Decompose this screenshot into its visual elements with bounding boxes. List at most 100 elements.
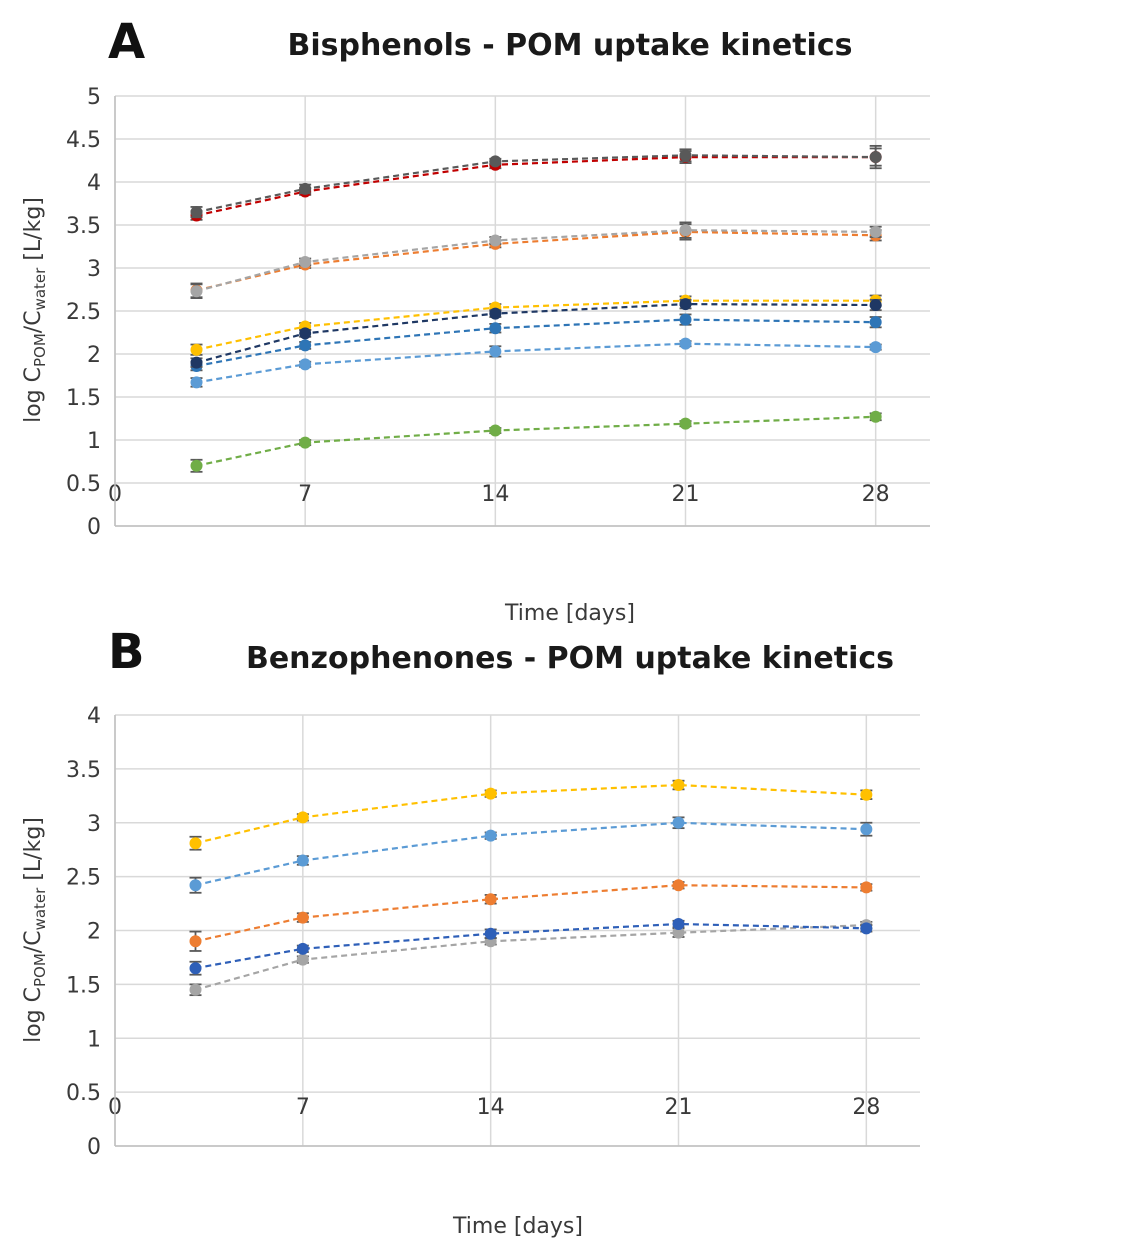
panel-b-series-line: [195, 922, 867, 970]
panel-b-series-line: [195, 924, 867, 991]
panel-b-y-tick-label: 3: [87, 812, 101, 837]
panel-b-data-point: [672, 918, 685, 931]
panel-b-data-point: [484, 787, 497, 800]
panel-b-data-point: [296, 942, 309, 955]
panel-b-data-point: [672, 779, 685, 792]
panel-a-title: Bisphenols - POM uptake kinetics: [288, 28, 853, 63]
panel-a-data-point: [489, 424, 502, 437]
panel-a-data-point: [489, 345, 502, 358]
panel-b-data-point: [296, 854, 309, 867]
panel-a-x-axis-label: Time [days]: [504, 601, 635, 626]
panel-a-y-tick-label: 0.5: [66, 472, 101, 497]
panel-b-data-point: [296, 953, 309, 966]
panel-a-y-tick-label: 2: [87, 343, 101, 368]
panel-a-data-point: [190, 206, 203, 219]
panel-a-series-bpa: [190, 313, 882, 373]
panel-a-data-point: [869, 225, 882, 238]
panel-b-series-line: [195, 783, 867, 845]
panel-a-data-point: [299, 255, 312, 268]
panel-b-y-tick-label: 1.5: [66, 973, 101, 998]
panel-a-plot-area: 00.511.522.533.544.550 7 14 21 28: [66, 85, 930, 540]
panel-a-data-point: [489, 234, 502, 247]
panel-b-letter: B: [108, 624, 145, 680]
panel-b-series-bzp-8: [189, 816, 873, 894]
panel-a-y-tick-label: 1.5: [66, 386, 101, 411]
panel-a-data-point: [869, 151, 882, 164]
panel-a-y-tick-label: 5: [87, 85, 101, 110]
panel-a-data-point: [190, 356, 203, 369]
panel-a-data-point: [679, 298, 692, 311]
panel-a-data-point: [679, 313, 692, 326]
panel-b: B Benzophenones - POM uptake kinetics 0 0…: [21, 624, 920, 1239]
panel-a-series-bpb: [190, 294, 882, 356]
panel-a-data-point: [489, 155, 502, 168]
panel-b-title: Benzophenones - POM uptake kinetics: [246, 641, 894, 676]
panel-b-data-point: [296, 811, 309, 824]
panel-b-y-axis-label: log CPOM/Cwater [L/kg]: [21, 817, 49, 1043]
panel-b-data-point: [484, 893, 497, 906]
panel-b-data-point: [860, 823, 873, 836]
panel-a-series-line: [196, 342, 876, 384]
panel-a-x-tick-label: 7: [298, 482, 312, 507]
panel-b-data-point: [672, 879, 685, 892]
panel-b-y-tick-label: 2: [87, 920, 101, 945]
panel-b-series-bzp-3: [189, 779, 873, 851]
panel-a-y-tick-label: 3.5: [66, 214, 101, 239]
panel-a-data-point: [489, 307, 502, 320]
panel-a-data-point: [869, 341, 882, 354]
panel-a-data-point: [679, 224, 692, 237]
panel-a-y-tick-label: 4.5: [66, 128, 101, 153]
panel-b-data-point: [189, 983, 202, 996]
panel-a-x-tick-label: 14: [481, 482, 509, 507]
panel-a-data-point: [190, 459, 203, 472]
panel-a-data-point: [190, 343, 203, 356]
panel-a-x-tick-label: 21: [672, 482, 700, 507]
panel-a-data-point: [299, 182, 312, 195]
panel-b-data-point: [189, 962, 202, 975]
panel-a-data-point: [190, 376, 203, 389]
panel-a-series-line: [196, 318, 876, 368]
panel-a-series-line: [196, 156, 876, 217]
panel-a-series-bpf: [190, 337, 882, 389]
panel-a-y-tick-label: 2.5: [66, 300, 101, 325]
panel-b-x-axis-label: Time [days]: [452, 1214, 583, 1239]
panel-a-series-bpz: [190, 298, 882, 369]
panel-b-series-line: [195, 821, 867, 887]
panel-b-data-point: [860, 922, 873, 935]
panel-b-data-point: [189, 879, 202, 892]
panel-a-y-tick-label: 4: [87, 171, 101, 196]
panel-b-y-tick-label: 0: [87, 1135, 101, 1160]
panel-a-y-tick-label: 1: [87, 429, 101, 454]
panel-a-data-point: [679, 149, 692, 162]
panel-a-series-line: [196, 230, 876, 292]
panel-b-data-point: [860, 788, 873, 801]
panel-b-data-point: [672, 816, 685, 829]
panel-a-series-bpaf: [190, 223, 882, 299]
panel-b-data-point: [672, 926, 685, 939]
panel-a-data-point: [299, 436, 312, 449]
panel-a-data-point: [190, 285, 203, 298]
panel-a-letter: A: [108, 14, 145, 70]
panel-b-data-point: [484, 927, 497, 940]
panel-b-data-point: [189, 935, 202, 948]
panel-a-data-point: [679, 417, 692, 430]
panel-a-series-bps: [190, 410, 882, 473]
panel-a-data-point: [489, 322, 502, 335]
panel-b-data-point: [484, 829, 497, 842]
panel-b-x-tick-label: 21: [665, 1095, 693, 1120]
panel-b-x-tick-label: 7: [296, 1095, 310, 1120]
panel-a-data-point: [869, 316, 882, 329]
panel-b-data-point: [296, 911, 309, 924]
panel-a-data-point: [299, 327, 312, 340]
panel-b-series-line: [195, 884, 867, 943]
panel-a-series-line: [196, 229, 876, 293]
panel-a-y-tick-label: 3: [87, 257, 101, 282]
panel-b-x-tick-label: 28: [852, 1095, 880, 1120]
panel-b-data-point: [189, 837, 202, 850]
panel-a-data-point: [679, 337, 692, 350]
panel-b-plot-area: 00.511.522.533.540 7 14 21 28: [66, 704, 920, 1160]
panel-b-y-tick-label: 3.5: [66, 758, 101, 783]
panel-a: A Bisphenols - POM uptake kinetics 0 0.5 1…: [21, 14, 930, 626]
panel-a-data-point: [869, 298, 882, 311]
